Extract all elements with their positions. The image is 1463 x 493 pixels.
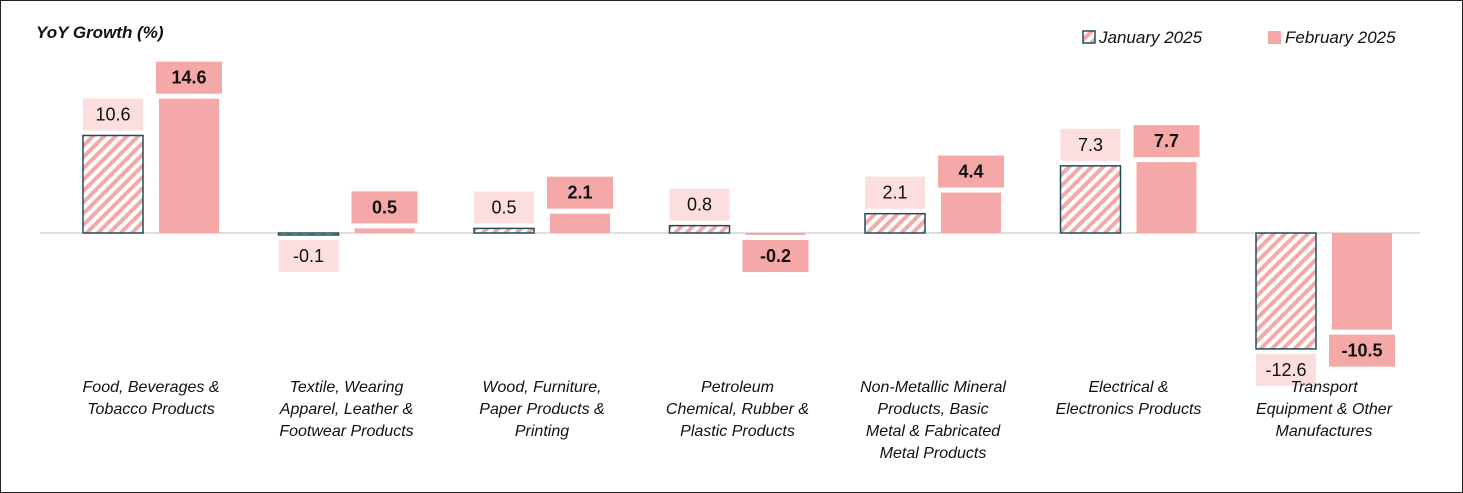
data-label-january-2-bg: [474, 191, 534, 224]
bar-february-6: [1332, 233, 1392, 330]
category-label-1: Textile, Wearing Apparel, Leather & Footwe…: [279, 379, 414, 440]
bar-february-3: [745, 233, 806, 235]
data-label-january-1-bg: [278, 240, 339, 272]
bar-january-5: [1059, 165, 1122, 234]
data-label-february-3: -0.2: [760, 246, 791, 266]
bar-january-3: [668, 224, 731, 234]
legend-label-january: January 2025: [1098, 28, 1203, 47]
data-label-january-4-bg: [865, 176, 925, 209]
bar-january-1: [277, 232, 340, 236]
data-label-january-4: 2.1: [882, 183, 907, 203]
data-label-february-0: 14.6: [171, 68, 206, 88]
legend-swatch-february: [1268, 31, 1281, 44]
data-label-february-6: -10.5: [1341, 341, 1382, 361]
legend-swatch-january: [1082, 30, 1096, 44]
data-label-february-4: 4.4: [958, 162, 983, 182]
bar-february-4: [941, 192, 1001, 233]
category-label-4: Non-Metallic Mineral Products, Basic Metal…: [860, 379, 1006, 462]
bar-february-5: [1136, 162, 1197, 233]
data-label-february-3-bg: [742, 240, 809, 272]
bar-january-0: [82, 134, 144, 234]
category-label-5: Electrical & Electronics Products: [1056, 379, 1202, 418]
data-label-january-3: 0.8: [687, 195, 712, 215]
y-axis-label: YoY Growth (%): [36, 23, 164, 42]
data-label-february-4-bg: [938, 155, 1004, 188]
data-label-january-0: 10.6: [95, 104, 130, 124]
category-label-2: Wood, Furniture, Paper Products & Printing: [479, 379, 604, 440]
data-label-february-1-bg: [351, 191, 418, 224]
data-label-january-6: -12.6: [1265, 360, 1306, 380]
data-label-january-0-bg: [83, 98, 143, 131]
data-label-february-0-bg: [156, 61, 222, 94]
category-label-6: Transport Equipment & Other Manufactures: [1256, 379, 1393, 440]
data-label-january-1: -0.1: [293, 246, 324, 266]
data-label-february-1: 0.5: [372, 197, 397, 217]
data-label-january-6-bg: [1256, 353, 1316, 386]
legend: January 2025 February 2025: [1082, 28, 1396, 47]
data-label-february-5-bg: [1133, 125, 1200, 158]
bar-february-1: [354, 228, 415, 233]
category-label-3: Petroleum Chemical, Rubber & Plastic Produ…: [666, 379, 809, 440]
data-label-january-2: 0.5: [491, 197, 516, 217]
bar-january-6: [1255, 232, 1317, 350]
bar-february-0: [159, 98, 219, 234]
bar-february-2: [550, 213, 610, 233]
data-label-january-5: 7.3: [1078, 135, 1103, 155]
data-label-february-5: 7.7: [1154, 131, 1179, 151]
data-label-january-3-bg: [669, 188, 730, 221]
category-label-0: Food, Beverages & Tobacco Products: [83, 379, 220, 418]
bar-january-4: [864, 212, 926, 234]
data-label-february-2-bg: [547, 176, 613, 209]
data-label-february-6-bg: [1329, 334, 1395, 367]
data-label-january-5-bg: [1060, 128, 1121, 161]
data-label-february-2: 2.1: [567, 183, 592, 203]
legend-label-february: February 2025: [1285, 28, 1396, 47]
bar-january-2: [473, 227, 535, 234]
